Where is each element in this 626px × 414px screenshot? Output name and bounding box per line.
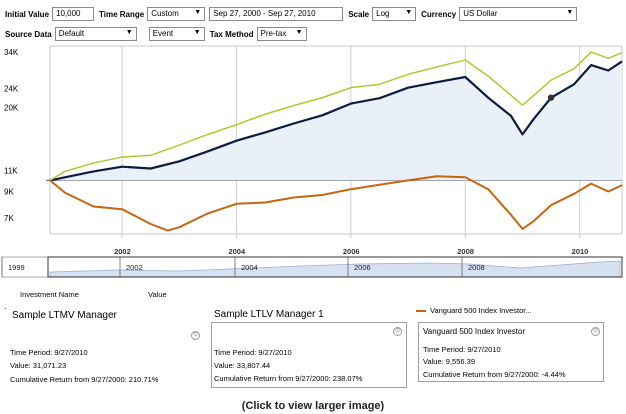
y-tick-label: 34K <box>4 48 19 57</box>
vanguard-series-line <box>49 175 623 232</box>
x-tick-label: 2002 <box>114 247 131 256</box>
chevron-down-icon: ▼ <box>295 29 303 36</box>
source-data-select[interactable]: Default ▼ <box>54 27 137 41</box>
chevron-down-icon: ▼ <box>566 9 574 16</box>
card-ltlv-title: Sample LTLV Manager 1 <box>214 309 324 320</box>
card-period: Time Period: 9/27/2010 <box>214 348 292 357</box>
scale-select[interactable]: Log ▼ <box>372 7 417 21</box>
time-range-select[interactable]: Custom ▼ <box>147 7 206 21</box>
event-value: Event <box>152 29 174 38</box>
currency-value: US Dollar <box>463 9 498 18</box>
toolbar-row-2: Source Data Default ▼ Event ▼ Tax Method P… <box>0 24 626 44</box>
y-tick-label: 9K <box>4 187 14 196</box>
scale-value: Log <box>376 9 390 18</box>
card-period: Time Period: 9/27/2010 <box>10 348 88 357</box>
growth-chart[interactable]: 34K 24K 20K 11K 9K 7K 2002 2004 2006 2008 2010 <box>0 42 626 290</box>
tax-method-label: Tax Method <box>209 29 254 39</box>
toolbar-row-1: Initial Value 10,000 Time Range Custom ▼ … <box>0 4 626 24</box>
card-ltmv: Sample LTMV Manager ⊙ Time Period: 9/27/… <box>8 306 206 398</box>
navigator-svg: 1999 2002 2004 2006 2008 <box>1 256 623 278</box>
navigator-year-label: 1999 <box>8 263 25 272</box>
y-tick-label: 11K <box>4 166 18 175</box>
scale-label: Scale <box>348 9 370 19</box>
ltlv-series-line <box>49 51 623 181</box>
navigator-area <box>49 260 621 278</box>
card-ltlv: ⊙ Time Period: 9/27/2010 Value: 33,807.4… <box>211 322 407 388</box>
currency-select[interactable]: US Dollar ▼ <box>459 7 578 21</box>
navigator-year-label: 2006 <box>354 263 371 272</box>
chart-svg: 34K 24K 20K 11K 9K 7K 2002 2004 2006 2008 2010 <box>4 45 623 256</box>
card-value: Value: 31,071.23 <box>10 361 67 370</box>
y-tick-label: 20K <box>4 104 19 113</box>
close-icon[interactable]: ⊙ <box>591 327 600 336</box>
initial-value-label: Initial Value <box>5 9 50 19</box>
card-return: Cumulative Return from 9/27/2000: 210.71… <box>10 375 159 384</box>
close-icon[interactable]: ⊙ <box>191 331 200 340</box>
close-icon[interactable]: ⊙ <box>393 327 402 336</box>
hover-point <box>547 94 555 101</box>
vanguard-tab-label: Vanguard 500 Index Investor... <box>430 306 532 315</box>
date-range-input[interactable]: Sep 27, 2000 - Sep 27, 2010 <box>209 7 344 21</box>
chevron-down-icon: ▼ <box>194 9 202 16</box>
x-tick-label: 2008 <box>457 247 474 256</box>
card-title: Vanguard 500 Index Investor <box>423 327 526 336</box>
chevron-down-icon: ▼ <box>125 29 133 36</box>
time-range-label: Time Range <box>99 9 145 19</box>
investment-name-header: Investment Name <box>20 290 79 299</box>
vanguard-swatch <box>416 310 426 312</box>
x-tick-label: 2006 <box>343 247 360 256</box>
time-range-value: Custom <box>151 9 179 18</box>
card-title: Sample LTMV Manager <box>12 310 117 321</box>
source-data-label: Source Data <box>5 29 52 39</box>
x-tick-label: 2004 <box>228 247 246 256</box>
ltmv-area <box>50 61 622 181</box>
currency-label: Currency <box>421 9 457 19</box>
chevron-down-icon: ▼ <box>193 29 201 36</box>
navigator-year-label: 2002 <box>126 263 143 272</box>
tax-method-value: Pre-tax <box>260 29 287 38</box>
bullet-marker: · <box>4 304 7 313</box>
source-data-value: Default <box>58 29 85 38</box>
navigator-year-label: 2008 <box>468 263 485 272</box>
tax-method-select[interactable]: Pre-tax ▼ <box>256 27 307 41</box>
card-vanguard: Vanguard 500 Index Investor ⊙ Time Perio… <box>418 322 604 382</box>
legend-header: Investment Name Value <box>0 286 626 300</box>
vanguard-legend-tab[interactable]: Vanguard 500 Index Investor... <box>412 305 612 317</box>
value-header: Value <box>148 290 167 299</box>
event-select[interactable]: Event ▼ <box>148 27 205 41</box>
view-larger-caption[interactable]: (Click to view larger image) <box>241 400 385 412</box>
chevron-down-icon: ▼ <box>405 9 413 16</box>
y-tick-label: 24K <box>4 85 19 94</box>
card-value: Value: 9,556.39 <box>423 357 475 366</box>
navigator-selection <box>47 256 623 278</box>
card-value: Value: 33,807.44 <box>214 361 271 370</box>
card-return: Cumulative Return from 9/27/2000: -4.44% <box>423 370 566 379</box>
card-return: Cumulative Return from 9/27/2000: 238.07… <box>214 374 363 383</box>
card-period: Time Period: 9/27/2010 <box>423 345 501 354</box>
range-navigator[interactable]: 1999 2002 2004 2006 2008 <box>0 256 626 278</box>
x-tick-label: 2010 <box>572 247 589 256</box>
initial-value-input[interactable]: 10,000 <box>52 7 95 21</box>
y-tick-label: 7K <box>4 214 14 223</box>
navigator-year-label: 2004 <box>241 263 258 272</box>
